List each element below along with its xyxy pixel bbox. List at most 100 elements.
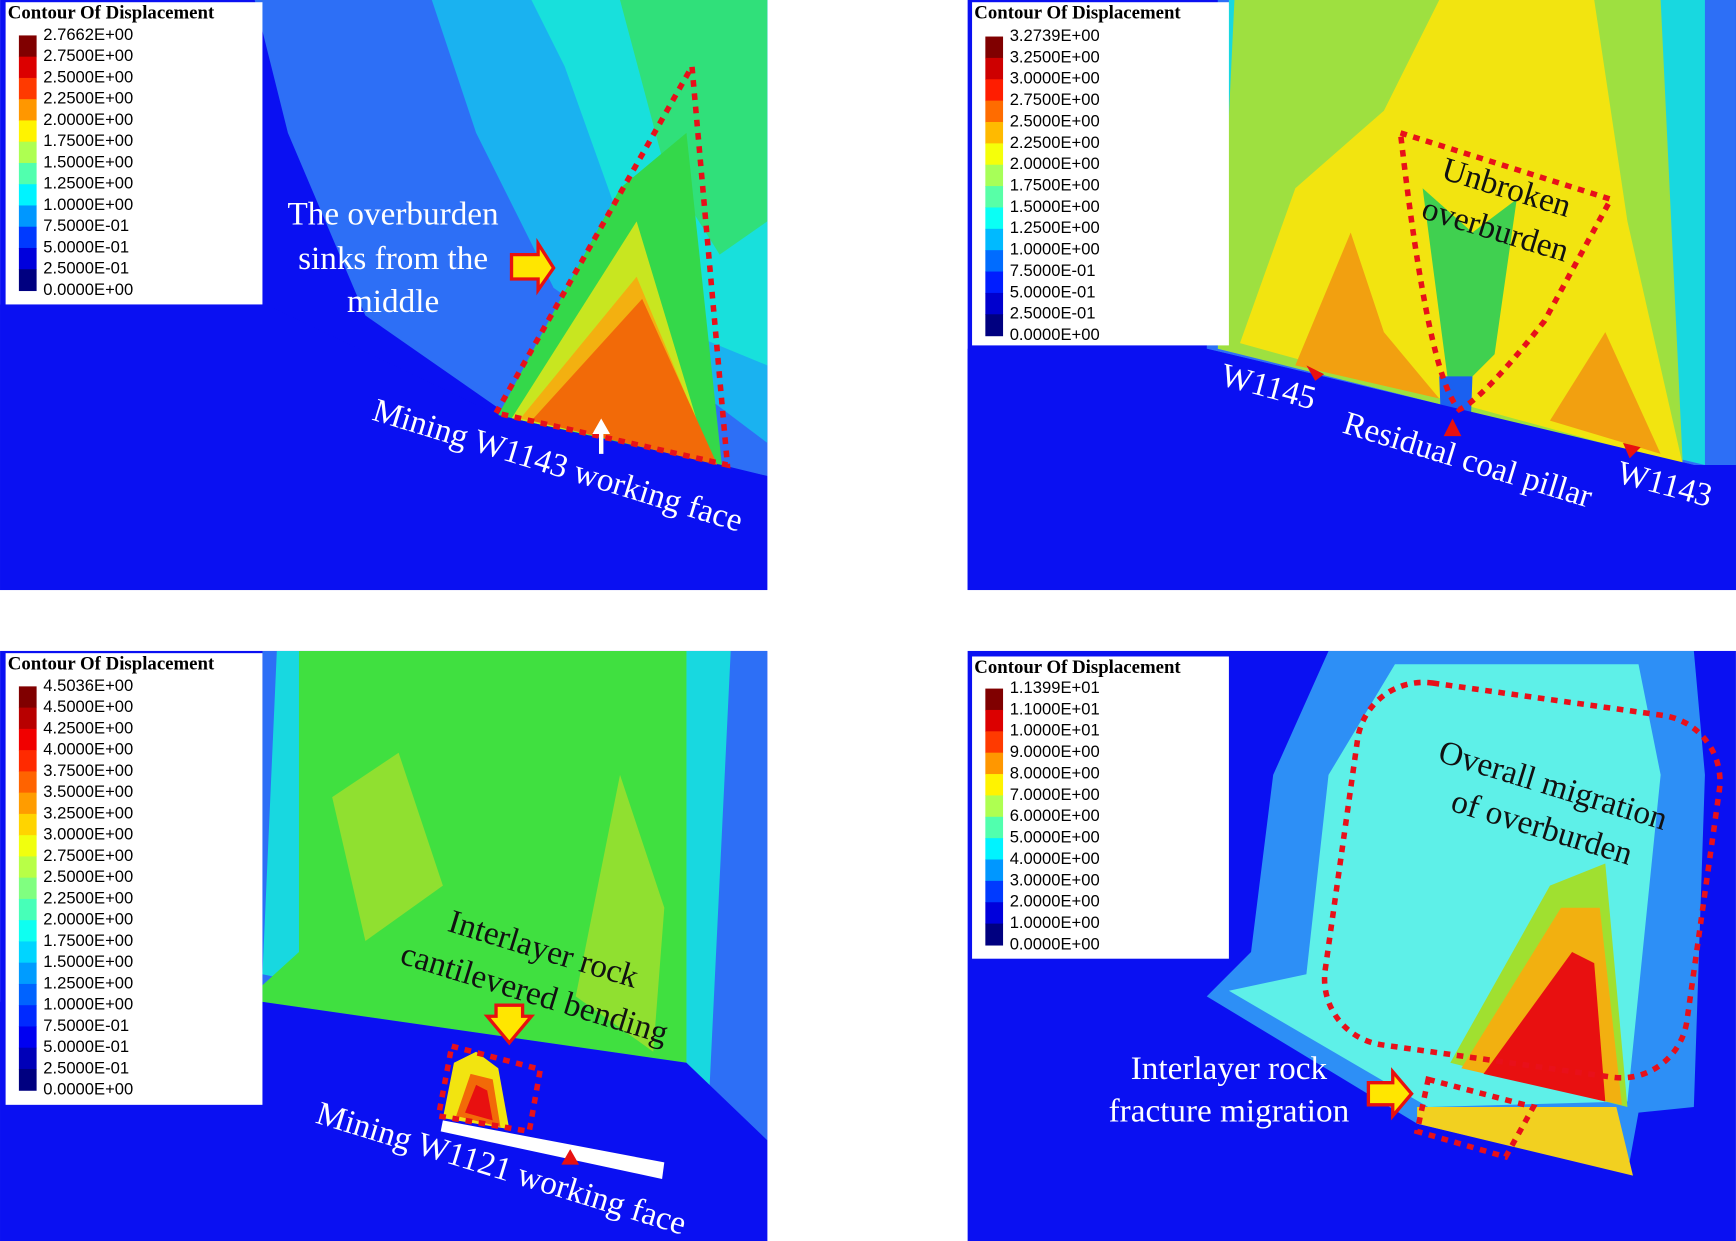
- legend-label: 1.5000E+00: [43, 952, 133, 971]
- legend-label: 2.5000E-01: [1010, 304, 1096, 323]
- legend-swatch: [985, 838, 1004, 861]
- annotation: Interlayer rock: [1131, 1050, 1328, 1087]
- legend-label: 8.0000E+00: [1010, 763, 1100, 782]
- legend-label: 6.0000E+00: [1010, 806, 1100, 825]
- panel-2-contour: [967, 0, 1736, 591]
- legend-label: 2.5000E-01: [43, 259, 129, 278]
- legend-swatch: [985, 923, 1004, 946]
- legend-swatch: [985, 795, 1004, 818]
- legend-label: 0.0000E+00: [43, 280, 133, 299]
- legend-swatch: [985, 121, 1004, 144]
- legend-label: 1.5000E+00: [1010, 197, 1100, 216]
- annotation: The overburden: [288, 196, 500, 233]
- legend-label: 2.7500E+00: [43, 846, 133, 865]
- legend-label: 2.0000E+00: [43, 910, 133, 929]
- legend-swatch: [985, 880, 1004, 903]
- legend-swatch: [985, 314, 1004, 337]
- legend-label: 1.0000E+00: [43, 995, 133, 1014]
- legend-label: 1.0000E+00: [43, 195, 133, 214]
- legend-label: 2.2500E+00: [43, 888, 133, 907]
- legend-swatch: [18, 686, 37, 709]
- legend-swatch: [18, 728, 37, 751]
- legend-title: Contour Of Displacement: [974, 657, 1181, 678]
- legend-label: 3.0000E+00: [1010, 69, 1100, 88]
- legend-label: 1.7500E+00: [43, 131, 133, 150]
- legend-swatch: [18, 120, 37, 143]
- legend-label: 2.2500E+00: [1010, 133, 1100, 152]
- legend-label: 7.5000E-01: [43, 216, 129, 235]
- legend-box: [5, 653, 263, 1105]
- legend-title: Contour Of Displacement: [974, 3, 1181, 24]
- legend-swatch: [18, 707, 37, 730]
- legend-label: 5.0000E-01: [43, 1037, 129, 1056]
- legend-label: 4.0000E+00: [43, 740, 133, 759]
- legend-swatch: [985, 902, 1004, 925]
- legend-swatch: [18, 56, 37, 79]
- legend-label: 2.5000E-01: [43, 1058, 129, 1077]
- legend-swatch: [18, 1005, 37, 1028]
- legend-swatch: [18, 247, 37, 270]
- legend-label: 5.0000E-01: [43, 237, 129, 256]
- legend-label: 2.5000E+00: [1010, 111, 1100, 130]
- panel-1-contour: [0, 0, 768, 591]
- legend-label: 5.0000E-01: [1010, 282, 1096, 301]
- legend-label: 4.0000E+00: [1010, 849, 1100, 868]
- legend-swatch: [18, 792, 37, 815]
- legend-swatch: [985, 57, 1004, 80]
- legend-label: 7.0000E+00: [1010, 785, 1100, 804]
- legend-swatch: [18, 269, 37, 292]
- legend-label: 1.7500E+00: [1010, 175, 1100, 194]
- legend-label: 1.0000E+00: [1010, 240, 1100, 259]
- legend-label: 1.2500E+00: [1010, 218, 1100, 237]
- legend-label: 2.7500E+00: [1010, 90, 1100, 109]
- legend: Contour Of Displacement 3.2739E+00 3.2500E…: [972, 2, 1229, 346]
- legend-label: 1.7500E+00: [43, 931, 133, 950]
- legend-label: 1.1000E+01: [1010, 699, 1100, 718]
- legend-swatch: [985, 731, 1004, 754]
- legend-label: 1.2500E+00: [43, 174, 133, 193]
- legend-label: 3.5000E+00: [43, 782, 133, 801]
- legend-swatch: [18, 226, 37, 249]
- legend-swatch: [985, 271, 1004, 294]
- legend-swatch: [985, 774, 1004, 796]
- legend-label: 0.0000E+00: [1010, 325, 1100, 344]
- legend-box: [5, 2, 263, 305]
- legend-swatch: [985, 816, 1004, 839]
- legend-label: 3.0000E+00: [43, 825, 133, 844]
- legend-label: 3.7500E+00: [43, 761, 133, 780]
- legend-swatch: [18, 920, 37, 942]
- legend-label: 7.5000E-01: [43, 1016, 129, 1035]
- legend-swatch: [18, 771, 37, 794]
- legend-label: 0.0000E+00: [43, 1080, 133, 1099]
- legend-swatch: [985, 100, 1004, 123]
- legend-swatch: [18, 983, 37, 1006]
- legend-swatch: [985, 688, 1004, 711]
- legend-label: 1.5000E+00: [43, 152, 133, 171]
- legend-label: 5.0000E+00: [1010, 828, 1100, 847]
- legend-swatch: [985, 250, 1004, 273]
- legend-swatch: [985, 228, 1004, 251]
- legend-swatch: [985, 79, 1004, 102]
- legend-swatch: [18, 856, 37, 879]
- legend-swatch: [18, 162, 37, 185]
- legend-title: Contour Of Displacement: [8, 654, 215, 675]
- legend-swatch: [985, 709, 1004, 732]
- legend-label: 2.7500E+00: [43, 46, 133, 65]
- legend-swatch: [18, 835, 37, 857]
- legend-label: 2.5000E+00: [43, 867, 133, 886]
- legend-swatch: [18, 813, 37, 836]
- legend-swatch: [18, 877, 37, 900]
- legend-box: [972, 2, 1229, 346]
- legend-swatch: [985, 143, 1004, 166]
- legend-swatch: [18, 1068, 37, 1091]
- legend-label: 2.7662E+00: [43, 25, 133, 44]
- annotation: sinks from the: [298, 240, 488, 277]
- legend-label: 3.2500E+00: [43, 803, 133, 822]
- legend-swatch: [18, 898, 37, 921]
- legend-swatch: [985, 752, 1004, 775]
- legend-label: 4.5036E+00: [43, 676, 133, 695]
